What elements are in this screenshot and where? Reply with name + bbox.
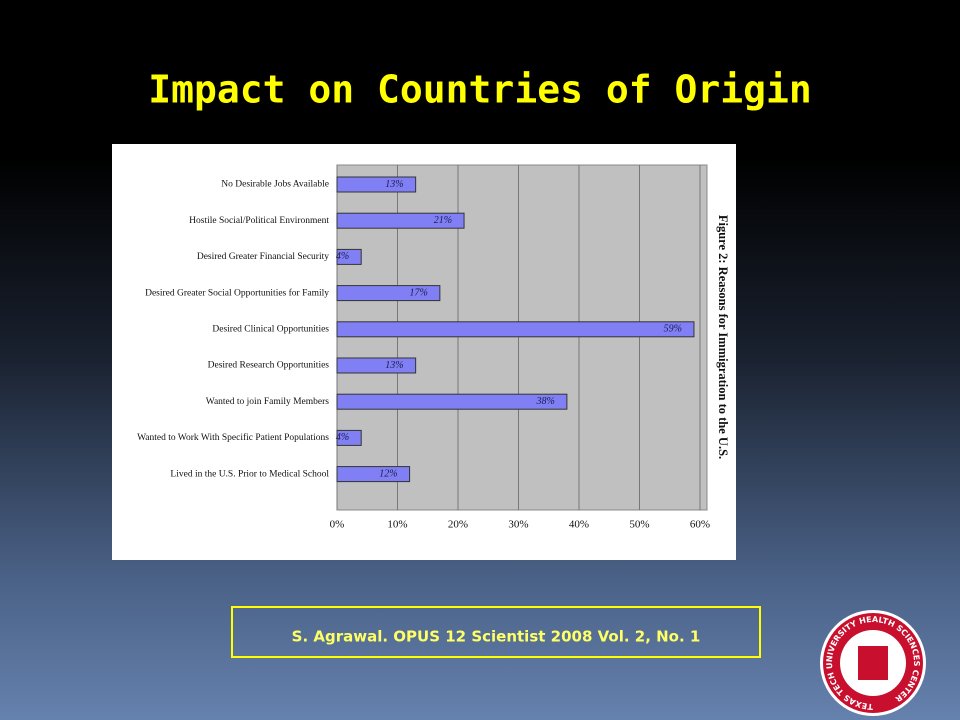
value-label: 12%	[379, 468, 397, 479]
x-tick-label: 30%	[508, 519, 528, 531]
citation: S. Agrawal. OPUS 12 Scientist 2008 Vol. …	[292, 628, 701, 646]
y-tick-label: Hostile Social/Political Environment	[189, 216, 329, 226]
value-label: 4%	[336, 251, 349, 262]
value-label: 4%	[336, 432, 349, 443]
bar	[336, 393, 568, 410]
bar	[336, 357, 417, 374]
value-label: 13%	[385, 179, 403, 190]
bar	[336, 248, 362, 265]
value-label: 38%	[536, 396, 555, 407]
logo: TEXAS TECH UNIVERSITY HEALTH SCIENCES CE…	[820, 610, 926, 716]
bar	[336, 176, 417, 193]
bar	[336, 466, 411, 483]
x-tick-label: 60%	[690, 519, 710, 531]
x-tick-label: 0%	[330, 519, 345, 531]
x-tick-label: 10%	[387, 519, 407, 531]
slide-title: Impact on Countries of Origin	[148, 68, 811, 112]
bar	[336, 285, 441, 302]
value-label: 21%	[434, 215, 452, 226]
value-label: 13%	[385, 360, 403, 371]
y-tick-label: Wanted to join Family Members	[206, 397, 330, 407]
x-tick-label: 20%	[448, 519, 468, 531]
x-tick-label: 50%	[629, 519, 649, 531]
chart-title: Figure 2: Reasons for Immigration to the…	[716, 215, 730, 459]
y-tick-label: Wanted to Work With Specific Patient Pop…	[137, 432, 329, 443]
bar	[336, 212, 465, 229]
y-tick-label: Desired Greater Social Opportunities for…	[145, 287, 329, 298]
value-label: 17%	[410, 287, 428, 298]
y-tick-label: Desired Research Opportunities	[208, 361, 330, 371]
x-tick-label: 40%	[569, 519, 589, 531]
logo-shield	[858, 646, 888, 680]
y-tick-label: Desired Clinical Opportunities	[212, 324, 329, 334]
citation-box	[231, 606, 761, 658]
y-tick-label: Lived in the U.S. Prior to Medical Schoo…	[170, 469, 329, 479]
bar	[336, 321, 695, 338]
y-tick-label: No Desirable Jobs Available	[221, 180, 329, 190]
chart: 0% 10% 20% 30% 40% 50% 60% No Desirable Jobs Av…	[137, 165, 710, 531]
y-tick-label: Desired Greater Financial Security	[197, 252, 329, 262]
bar	[336, 429, 362, 446]
value-label: 59%	[664, 324, 682, 335]
